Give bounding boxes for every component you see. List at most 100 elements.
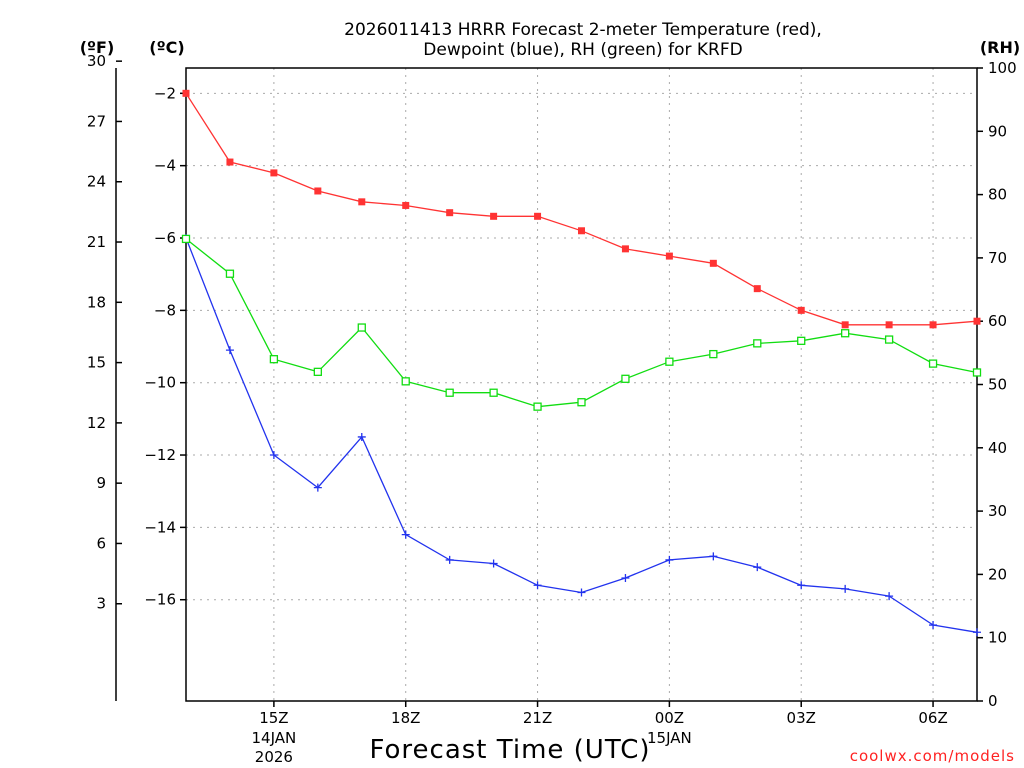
temperature-point bbox=[446, 209, 454, 217]
dewpoint-point bbox=[797, 581, 806, 590]
rh-tick-label: 70 bbox=[988, 249, 1007, 267]
dewpoint-point bbox=[577, 588, 586, 597]
dewpoint-line bbox=[185, 237, 978, 633]
rh-tick-label: 20 bbox=[988, 565, 1007, 583]
rh-tick-label: 90 bbox=[988, 122, 1007, 140]
fahrenheit-tick-label: 30 bbox=[87, 52, 106, 70]
temperature-point bbox=[709, 259, 717, 267]
date-label: 14JAN bbox=[252, 729, 297, 747]
rh-line bbox=[185, 238, 978, 408]
temperature-line bbox=[185, 92, 978, 326]
temperature-point bbox=[973, 317, 981, 325]
celsius-tick-label: −6 bbox=[154, 229, 176, 247]
rh-point bbox=[841, 329, 850, 338]
x-axis-label: Forecast Time (UTC) bbox=[369, 735, 650, 765]
temperature-point bbox=[314, 187, 322, 195]
fahrenheit-tick-label: 27 bbox=[87, 112, 106, 130]
temperature-point bbox=[270, 169, 278, 177]
dewpoint-point bbox=[621, 574, 630, 583]
dewpoint-point bbox=[357, 432, 366, 441]
rh-point bbox=[753, 339, 762, 348]
rh-point bbox=[313, 367, 322, 376]
rh-point bbox=[928, 359, 938, 368]
rh-point bbox=[884, 335, 894, 344]
rh-point bbox=[797, 336, 806, 345]
rh-point bbox=[489, 388, 498, 397]
chart-title-line2: Dewpoint (blue), RH (green) for KRFD bbox=[423, 40, 742, 60]
rh-point bbox=[621, 374, 630, 383]
time-tick-label: 06Z bbox=[918, 709, 947, 727]
fahrenheit-tick-label: 15 bbox=[87, 354, 106, 372]
year-label: 2026 bbox=[255, 748, 293, 766]
rh-point bbox=[269, 355, 279, 364]
fahrenheit-tick-label: 21 bbox=[87, 233, 106, 251]
rh-point bbox=[401, 377, 410, 386]
fahrenheit-tick-label: 12 bbox=[87, 414, 106, 432]
fahrenheit-tick-label: 18 bbox=[87, 293, 106, 311]
rh-point bbox=[709, 349, 718, 359]
celsius-tick-label: −14 bbox=[144, 518, 176, 536]
gridlines bbox=[186, 68, 977, 701]
temperature-point bbox=[226, 158, 234, 166]
chart-title-line1: 2026011413 HRRR Forecast 2-meter Tempera… bbox=[344, 20, 822, 40]
rh-tick-label: 0 bbox=[988, 692, 998, 710]
dewpoint-point bbox=[929, 621, 938, 630]
dewpoint-point bbox=[533, 581, 542, 590]
celsius-tick-label: −12 bbox=[144, 446, 176, 464]
temperature-point bbox=[621, 245, 629, 253]
dewpoint-point bbox=[445, 555, 454, 564]
time-tick-label: 00Z bbox=[655, 709, 684, 727]
rh-point bbox=[972, 368, 982, 377]
rh-axis: 0 10 20 30 40 50 60 70 80 90 100 bbox=[977, 59, 1017, 710]
rh-point bbox=[577, 398, 586, 407]
temperature-point bbox=[841, 321, 849, 329]
celsius-axis: −16 −14 −12 −10 −8 −6 −4 −2 bbox=[144, 84, 186, 609]
dewpoint-point bbox=[841, 584, 850, 593]
rh-point bbox=[533, 402, 542, 411]
celsius-tick-label: −2 bbox=[154, 84, 176, 102]
fahrenheit-unit-label: (ºF) bbox=[80, 38, 115, 57]
rh-tick-label: 10 bbox=[988, 629, 1007, 647]
dewpoint-point bbox=[709, 552, 718, 561]
rh-point bbox=[181, 234, 191, 244]
rh-unit-label: (RH) bbox=[980, 38, 1020, 57]
rh-tick-label: 50 bbox=[988, 376, 1007, 394]
time-tick-label: 15Z bbox=[259, 709, 288, 727]
rh-tick-label: 40 bbox=[988, 439, 1007, 457]
celsius-tick-label: −10 bbox=[144, 374, 176, 392]
dewpoint-point bbox=[225, 346, 234, 355]
temperature-point bbox=[753, 285, 761, 293]
date-label: 15JAN bbox=[647, 729, 692, 747]
dewpoint-point bbox=[665, 555, 674, 564]
celsius-unit-label: (ºC) bbox=[149, 38, 184, 57]
rh-point bbox=[357, 323, 366, 332]
rh-point bbox=[665, 357, 674, 366]
rh-tick-label: 100 bbox=[988, 59, 1017, 77]
temperature-point bbox=[182, 89, 190, 97]
dewpoint-point bbox=[753, 563, 762, 572]
rh-point bbox=[225, 269, 235, 278]
temperature-point bbox=[885, 321, 893, 329]
dewpoint-point bbox=[885, 592, 894, 601]
celsius-tick-label: −8 bbox=[154, 301, 176, 319]
temperature-point bbox=[358, 198, 366, 206]
temperature-point bbox=[578, 227, 585, 235]
temperature-point bbox=[929, 321, 937, 329]
fahrenheit-axis: 3 6 9 12 15 18 21 24 27 30 bbox=[87, 52, 122, 613]
dewpoint-point bbox=[313, 483, 322, 492]
credit-label: coolwx.com/models bbox=[850, 747, 1015, 765]
rh-tick-label: 80 bbox=[988, 186, 1007, 204]
temperature-point bbox=[402, 201, 410, 209]
plot-frame bbox=[185, 67, 978, 702]
dewpoint-point bbox=[489, 559, 498, 568]
temperature-point bbox=[797, 306, 805, 314]
fahrenheit-tick-label: 6 bbox=[96, 534, 106, 552]
fahrenheit-tick-label: 9 bbox=[96, 474, 106, 492]
dewpoint-point bbox=[401, 530, 410, 539]
time-tick-label: 21Z bbox=[523, 709, 552, 727]
celsius-tick-label: −16 bbox=[144, 591, 176, 609]
series-group bbox=[181, 89, 982, 637]
temperature-point bbox=[665, 252, 673, 260]
fahrenheit-tick-label: 3 bbox=[96, 595, 106, 613]
